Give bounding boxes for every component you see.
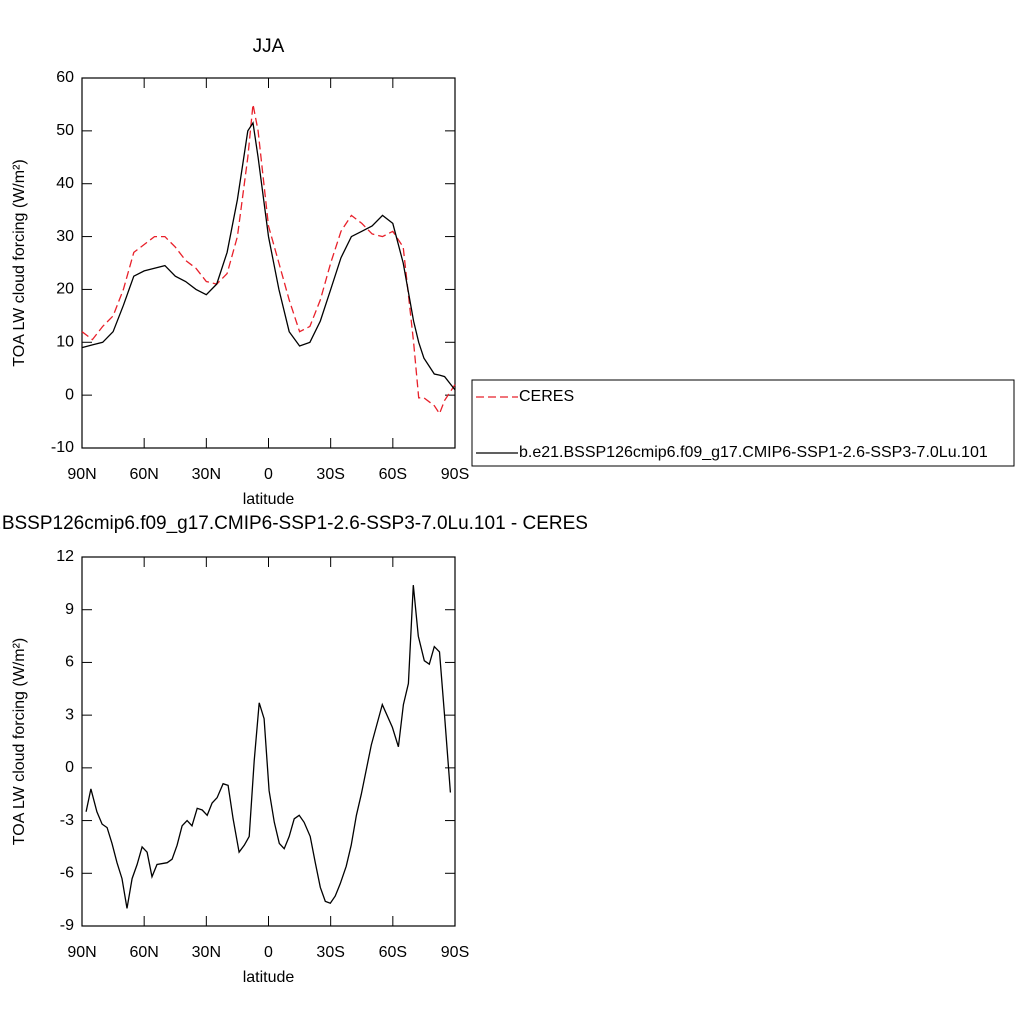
chart-title: JJA	[253, 36, 285, 57]
y-tick-label: 9	[65, 601, 74, 618]
x-tick-label: 30N	[192, 944, 221, 961]
y-tick-label: 20	[56, 281, 74, 298]
x-tick-label: 30N	[192, 466, 221, 483]
x-tick-label: 90S	[441, 466, 469, 483]
y-tick-label: 60	[56, 69, 74, 86]
legend-box	[471, 379, 1015, 467]
series-line	[85, 585, 452, 909]
y-axis-label: TOA LW cloud forcing (W/m²)	[11, 159, 28, 366]
series-line	[81, 121, 456, 391]
x-tick-label: 60S	[379, 944, 407, 961]
x-tick-label: 0	[264, 944, 273, 961]
chart-title: b.e21.BSSP126cmip6.f09_g17.CMIP6-SSP1-2.…	[0, 513, 588, 534]
plot-frame	[81, 77, 456, 449]
x-axis-label: latitude	[243, 969, 295, 986]
x-tick-label: 30S	[316, 944, 344, 961]
y-tick-label: -6	[60, 865, 74, 882]
y-tick-label: 3	[65, 706, 74, 723]
series-line	[81, 104, 456, 416]
x-tick-label: 30S	[316, 466, 344, 483]
x-tick-label: 90N	[67, 466, 96, 483]
y-tick-label: 6	[65, 654, 74, 671]
y-tick-label: -3	[60, 812, 74, 829]
legend-label: b.e21.BSSP126cmip6.f09_g17.CMIP6-SSP1-2.…	[519, 444, 988, 461]
y-tick-label: -10	[51, 439, 74, 456]
x-tick-label: 90S	[441, 944, 469, 961]
x-tick-label: 60S	[379, 466, 407, 483]
y-tick-label: 30	[56, 228, 74, 245]
y-tick-label: 0	[65, 759, 74, 776]
y-tick-label: 0	[65, 386, 74, 403]
y-tick-label: 50	[56, 122, 74, 139]
x-tick-label: 0	[264, 466, 273, 483]
y-tick-label: 10	[56, 334, 74, 351]
y-axis-label: TOA LW cloud forcing (W/m²)	[11, 638, 28, 845]
x-tick-label: 90N	[67, 944, 96, 961]
y-tick-label: 40	[56, 175, 74, 192]
x-axis-label: latitude	[243, 491, 295, 508]
x-tick-label: 60N	[129, 944, 158, 961]
y-tick-label: 12	[56, 548, 74, 565]
y-tick-label: -9	[60, 917, 74, 934]
x-tick-label: 60N	[129, 466, 158, 483]
legend-label: CERES	[519, 388, 574, 405]
